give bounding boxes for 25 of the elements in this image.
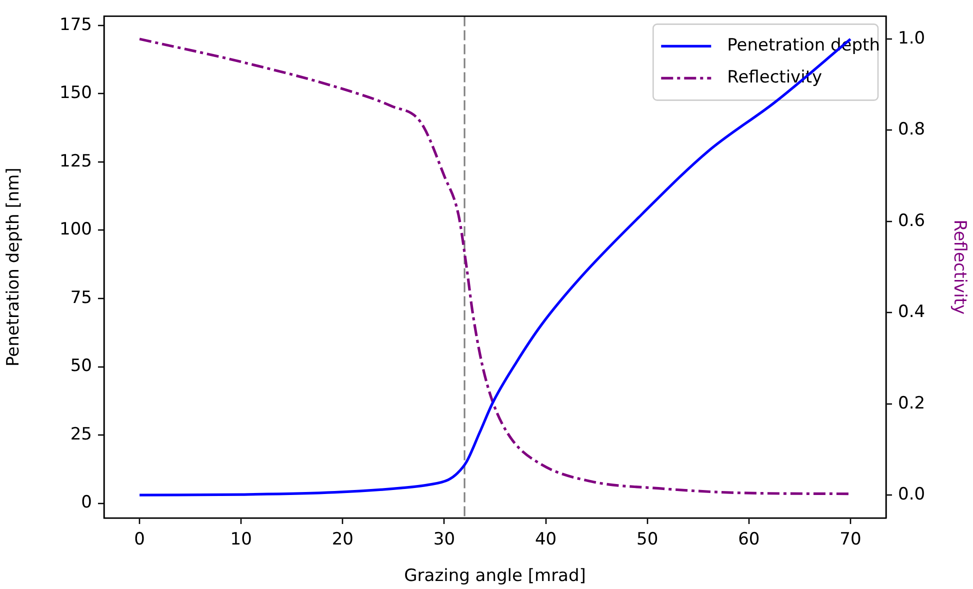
y-tick-label: 0: [81, 492, 92, 513]
y-tick-label: 125: [60, 151, 92, 172]
y-tick-label: 75: [70, 288, 92, 308]
y2-tick-label: 0.2: [898, 393, 926, 414]
x-tick-label: 30: [433, 530, 456, 550]
x-tick-label: 0: [134, 530, 145, 550]
y-axis-title: Penetration depth [nm]: [4, 168, 24, 367]
x-axis-title: Grazing angle [mrad]: [404, 566, 586, 586]
x-tick-label: 40: [534, 530, 557, 550]
y2-tick-label: 0.8: [898, 120, 926, 140]
y2-tick-label: 0.0: [898, 484, 926, 505]
y2-axis-title: Reflectivity: [949, 220, 970, 315]
y2-tick-label: 1.0: [898, 28, 926, 48]
y-tick-label: 150: [60, 83, 92, 104]
y-tick-label: 50: [70, 356, 92, 376]
x-tick-label: 50: [636, 530, 658, 550]
y-tick-label: 175: [60, 14, 92, 35]
y-tick-label: 25: [70, 424, 92, 444]
x-tick-label: 60: [738, 530, 760, 550]
y2-tick-label: 0.6: [898, 210, 926, 231]
y-tick-label: 100: [60, 220, 92, 240]
x-tick-label: 20: [332, 530, 354, 550]
x-tick-label: 10: [230, 530, 252, 550]
y2-tick-label: 0.4: [898, 302, 926, 322]
x-tick-label: 70: [840, 530, 862, 550]
